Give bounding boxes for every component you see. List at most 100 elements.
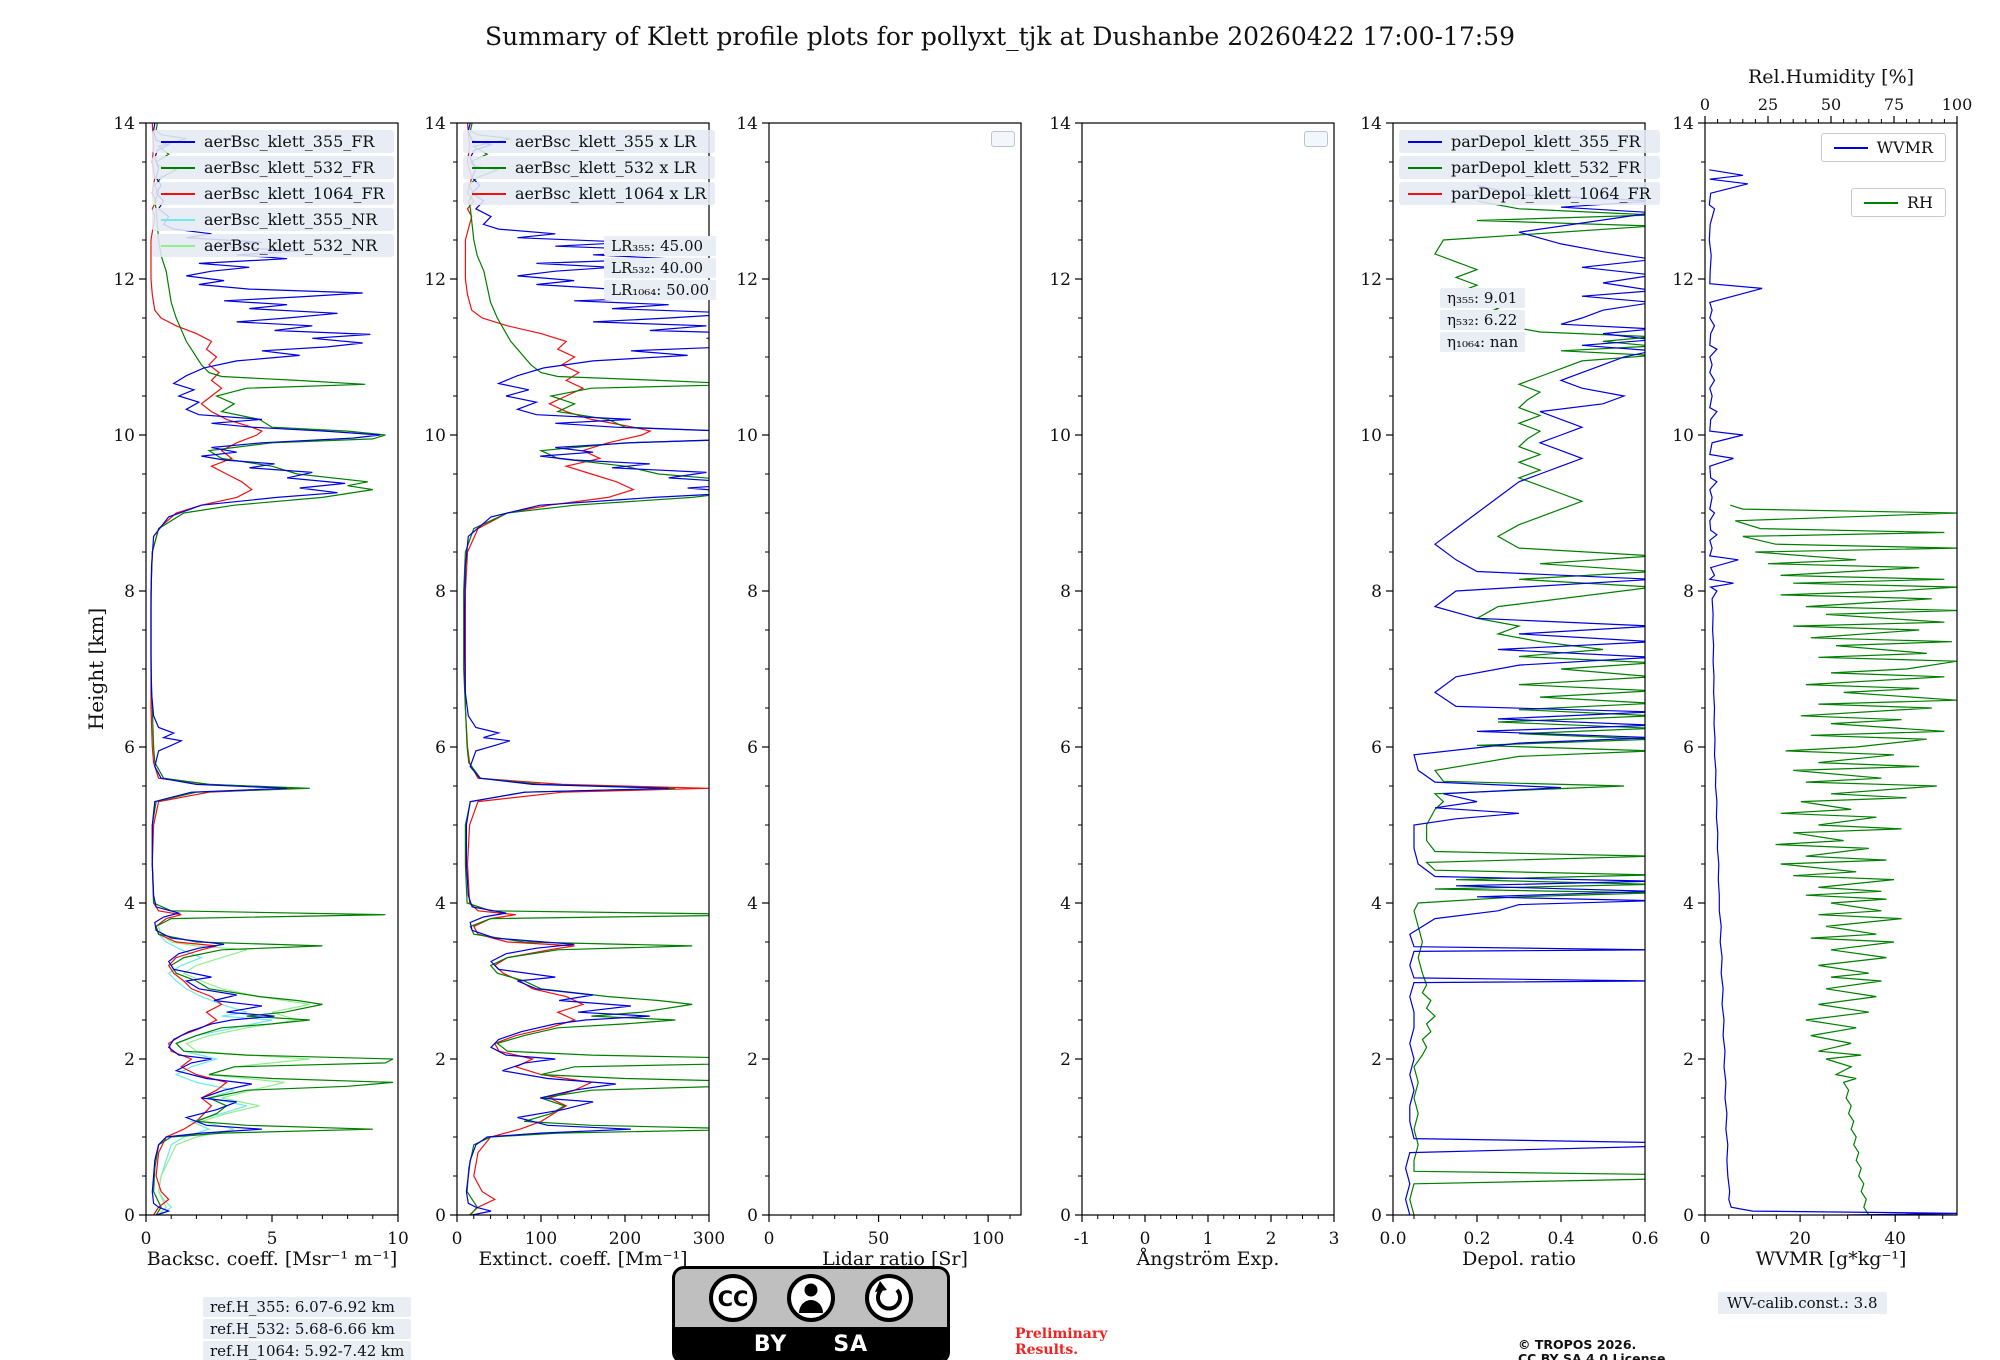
svg-text:2: 2: [124, 1050, 135, 1070]
preliminary-note: Preliminary Results.: [1015, 1326, 1108, 1358]
svg-text:0.6: 0.6: [1631, 1229, 1658, 1249]
xlabel-depol: Depol. ratio: [1462, 1248, 1576, 1270]
svg-text:0: 0: [141, 1229, 152, 1249]
svg-text:0: 0: [452, 1229, 463, 1249]
legend-label: parDepol_klett_1064_FR: [1451, 184, 1651, 203]
legend-label: aerBsc_klett_1064 x LR: [515, 184, 707, 203]
xlabel-angstrom: Ångström Exp.: [1136, 1248, 1280, 1270]
svg-text:8: 8: [435, 582, 446, 602]
svg-text:12: 12: [1360, 270, 1382, 290]
svg-text:4: 4: [1683, 894, 1694, 914]
legend-line-sample: [161, 244, 195, 247]
svg-text:4: 4: [435, 894, 446, 914]
svg-text:200: 200: [609, 1229, 641, 1249]
ref-height-532: ref.H_532: 5.68-6.66 km: [203, 1319, 412, 1339]
xlabel-wvmr: WVMR [g*kg⁻¹]: [1755, 1248, 1907, 1270]
svg-text:300: 300: [693, 1229, 725, 1249]
svg-text:2: 2: [1060, 1050, 1071, 1070]
xlabel-extinction: Extinct. coeff. [Mm⁻¹]: [478, 1248, 688, 1270]
legend-entry: aerBsc_klett_355 x LR: [463, 130, 716, 153]
svg-text:14: 14: [424, 114, 446, 134]
svg-text:14: 14: [1360, 114, 1382, 134]
legend-depol: parDepol_klett_355_FR parDepol_klett_532_…: [1399, 130, 1660, 205]
svg-text:6: 6: [1371, 738, 1382, 758]
legend-entry: parDepol_klett_1064_FR: [1399, 182, 1660, 205]
legend-label: parDepol_klett_532_FR: [1451, 158, 1641, 177]
svg-text:-1: -1: [1074, 1229, 1091, 1249]
legend-label: aerBsc_klett_355_NR: [204, 210, 378, 229]
legend-label: aerBsc_klett_532_FR: [204, 158, 375, 177]
cc-by-label: BY: [753, 1331, 788, 1357]
svg-text:50: 50: [1821, 95, 1841, 114]
legend-entry: aerBsc_klett_1064 x LR: [463, 182, 716, 205]
panel-backscatter: 0 2 4 6 8 10 12 14 0 5 10: [113, 114, 408, 1249]
series-RH: [1730, 504, 1957, 1215]
legend-line-sample: [161, 192, 195, 195]
svg-text:6: 6: [435, 738, 446, 758]
svg-text:6: 6: [747, 738, 758, 758]
panel-depolarization: 0 2 4 6 8 10 12 14 0.0 0.2 0.4 0.6: [1360, 114, 1658, 1249]
svg-text:12: 12: [1049, 270, 1071, 290]
svg-text:100: 100: [972, 1229, 1004, 1249]
svg-text:0: 0: [1371, 1206, 1382, 1226]
svg-text:4: 4: [1060, 894, 1071, 914]
legend-label: aerBsc_klett_355 x LR: [515, 132, 697, 151]
svg-text:40: 40: [1884, 1229, 1906, 1249]
svg-text:12: 12: [113, 270, 135, 290]
svg-text:0.0: 0.0: [1379, 1229, 1406, 1249]
legend-rh: RH: [1851, 188, 1946, 217]
legend-line-sample: [161, 166, 195, 169]
panel-extinction: 0 2 4 6 8 10 12 14 0 100 200 300: [424, 114, 725, 1249]
axes-frame: [1081, 122, 1335, 1216]
svg-text:10: 10: [387, 1229, 409, 1249]
svg-text:1: 1: [1203, 1229, 1214, 1249]
person-icon: [787, 1274, 835, 1322]
svg-text:0: 0: [747, 1206, 758, 1226]
svg-text:0: 0: [1140, 1229, 1151, 1249]
legend-line-sample: [472, 192, 506, 195]
svg-text:2: 2: [747, 1050, 758, 1070]
legend-line-sample: [161, 140, 195, 143]
svg-text:5: 5: [267, 1229, 278, 1249]
legend-line-sample: [1408, 140, 1442, 143]
legend-label: aerBsc_klett_1064_FR: [204, 184, 385, 203]
svg-text:10: 10: [1049, 426, 1071, 446]
svg-text:2: 2: [1266, 1229, 1277, 1249]
svg-text:12: 12: [736, 270, 758, 290]
legend-entry: aerBsc_klett_532_FR: [152, 156, 394, 179]
legend-entry: parDepol_klett_532_FR: [1399, 156, 1660, 179]
svg-text:100: 100: [525, 1229, 557, 1249]
svg-text:8: 8: [1683, 582, 1694, 602]
svg-text:14: 14: [113, 114, 135, 134]
svg-text:3: 3: [1329, 1229, 1340, 1249]
cc-license-badge: CC BY SA: [672, 1266, 950, 1360]
svg-text:8: 8: [1060, 582, 1071, 602]
eta-values-annotation: η₃₅₅: 9.01 η₅₃₂: 6.22 η₁₀₆₄: nan: [1440, 288, 1526, 352]
svg-text:14: 14: [1672, 114, 1694, 134]
axes-frame: [768, 122, 1022, 1216]
cc-icon: CC: [709, 1274, 757, 1322]
svg-text:2: 2: [435, 1050, 446, 1070]
svg-text:10: 10: [736, 426, 758, 446]
svg-text:0.4: 0.4: [1547, 1229, 1574, 1249]
svg-text:CC: CC: [718, 1287, 749, 1311]
svg-text:12: 12: [424, 270, 446, 290]
legend-label: aerBsc_klett_532_NR: [204, 236, 378, 255]
ref-height-355: ref.H_355: 6.07-6.92 km: [203, 1297, 412, 1317]
legend-label: aerBsc_klett_355_FR: [204, 132, 375, 151]
svg-text:14: 14: [736, 114, 758, 134]
svg-text:0: 0: [435, 1206, 446, 1226]
legend-line-sample: [1833, 146, 1868, 149]
cc-icons: CC: [675, 1269, 947, 1327]
svg-text:10: 10: [113, 426, 135, 446]
svg-text:100: 100: [1942, 95, 1973, 114]
svg-text:0: 0: [1700, 1229, 1711, 1249]
legend-entry: aerBsc_klett_532 x LR: [463, 156, 716, 179]
legend-entry: aerBsc_klett_532_NR: [152, 234, 394, 257]
series-aerBsc_klett_532 x LR: [463, 123, 709, 1215]
svg-text:6: 6: [1060, 738, 1071, 758]
legend-label: RH: [1907, 193, 1933, 212]
